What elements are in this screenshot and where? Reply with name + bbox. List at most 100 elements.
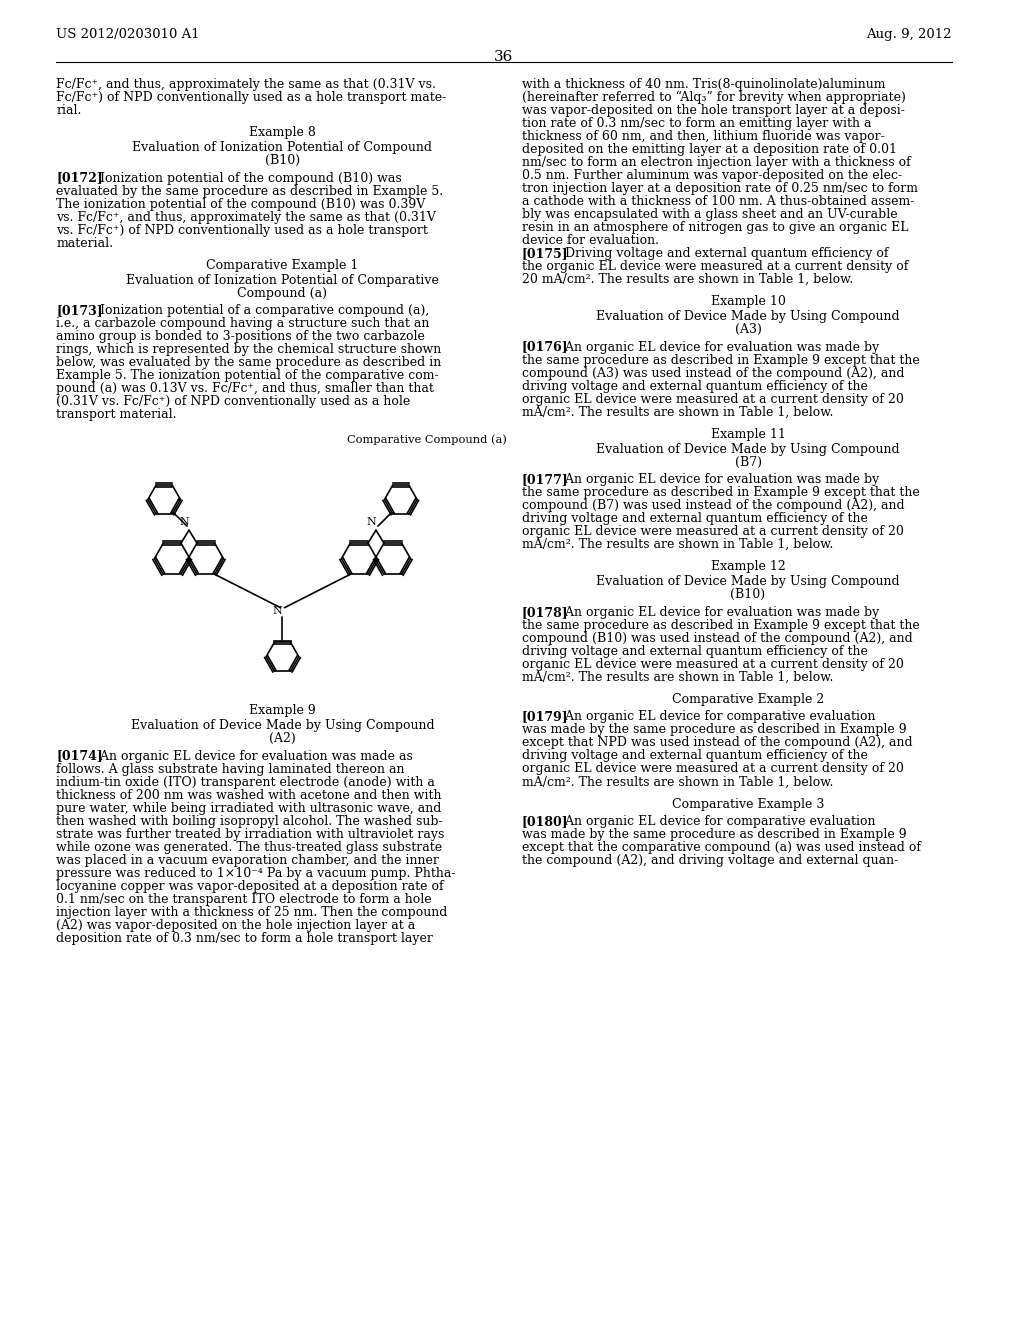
Text: [0173]: [0173] xyxy=(56,304,102,317)
Text: locyanine copper was vapor-deposited at a deposition rate of: locyanine copper was vapor-deposited at … xyxy=(56,879,443,892)
Text: An organic EL device for evaluation was made by: An organic EL device for evaluation was … xyxy=(557,341,880,354)
Text: Fc/Fc⁺) of NPD conventionally used as a hole transport mate-: Fc/Fc⁺) of NPD conventionally used as a … xyxy=(56,91,446,104)
Text: driving voltage and external quantum efficiency of the: driving voltage and external quantum eff… xyxy=(521,644,867,657)
Text: An organic EL device for evaluation was made by: An organic EL device for evaluation was … xyxy=(557,473,880,486)
Text: The ionization potential of the compound (B10) was 0.39V: The ionization potential of the compound… xyxy=(56,198,425,211)
Text: indium-tin oxide (ITO) transparent electrode (anode) with a: indium-tin oxide (ITO) transparent elect… xyxy=(56,776,435,788)
Text: then washed with boiling isopropyl alcohol. The washed sub-: then washed with boiling isopropyl alcoh… xyxy=(56,814,442,828)
Text: the compound (A2), and driving voltage and external quan-: the compound (A2), and driving voltage a… xyxy=(521,854,898,867)
Text: vs. Fc/Fc⁺) of NPD conventionally used as a hole transport: vs. Fc/Fc⁺) of NPD conventionally used a… xyxy=(56,223,428,236)
Text: (B10): (B10) xyxy=(265,154,300,168)
Text: pound (a) was 0.13V vs. Fc/Fc⁺, and thus, smaller than that: pound (a) was 0.13V vs. Fc/Fc⁺, and thus… xyxy=(56,383,434,395)
Text: vs. Fc/Fc⁺, and thus, approximately the same as that (0.31V: vs. Fc/Fc⁺, and thus, approximately the … xyxy=(56,211,436,223)
Text: Evaluation of Device Made by Using Compound: Evaluation of Device Made by Using Compo… xyxy=(596,442,900,455)
Text: while ozone was generated. The thus-treated glass substrate: while ozone was generated. The thus-trea… xyxy=(56,841,442,854)
Text: thickness of 200 nm was washed with acetone and then with: thickness of 200 nm was washed with acet… xyxy=(56,788,441,801)
Text: the organic EL device were measured at a current density of: the organic EL device were measured at a… xyxy=(521,260,908,273)
Text: Example 5. The ionization potential of the comparative com-: Example 5. The ionization potential of t… xyxy=(56,370,438,383)
Text: except that the comparative compound (a) was used instead of: except that the comparative compound (a)… xyxy=(521,841,921,854)
Text: Example 8: Example 8 xyxy=(249,127,316,139)
Text: Evaluation of Device Made by Using Compound: Evaluation of Device Made by Using Compo… xyxy=(596,576,900,589)
Text: the same procedure as described in Example 9 except that the: the same procedure as described in Examp… xyxy=(521,354,920,367)
Text: device for evaluation.: device for evaluation. xyxy=(521,234,658,247)
Text: Evaluation of Ionization Potential of Compound: Evaluation of Ionization Potential of Co… xyxy=(132,141,432,154)
Text: (hereinafter referred to “Alq₃” for brevity when appropriate): (hereinafter referred to “Alq₃” for brev… xyxy=(521,91,905,104)
Text: compound (B10) was used instead of the compound (A2), and: compound (B10) was used instead of the c… xyxy=(521,632,912,644)
Text: [0180]: [0180] xyxy=(521,814,568,828)
Text: follows. A glass substrate having laminated thereon an: follows. A glass substrate having lamina… xyxy=(56,763,404,776)
Text: organic EL device were measured at a current density of 20: organic EL device were measured at a cur… xyxy=(521,525,903,539)
Text: Evaluation of Device Made by Using Compound: Evaluation of Device Made by Using Compo… xyxy=(131,719,434,733)
Text: Example 12: Example 12 xyxy=(711,560,785,573)
Text: mA/cm². The results are shown in Table 1, below.: mA/cm². The results are shown in Table 1… xyxy=(521,671,833,684)
Text: tron injection layer at a deposition rate of 0.25 nm/sec to form: tron injection layer at a deposition rat… xyxy=(521,182,918,195)
Text: driving voltage and external quantum efficiency of the: driving voltage and external quantum eff… xyxy=(521,380,867,392)
Text: An organic EL device for evaluation was made by: An organic EL device for evaluation was … xyxy=(557,606,880,619)
Text: Comparative Example 2: Comparative Example 2 xyxy=(672,693,824,706)
Text: driving voltage and external quantum efficiency of the: driving voltage and external quantum eff… xyxy=(521,512,867,525)
Text: strate was further treated by irradiation with ultraviolet rays: strate was further treated by irradiatio… xyxy=(56,828,444,841)
Text: deposition rate of 0.3 nm/sec to form a hole transport layer: deposition rate of 0.3 nm/sec to form a … xyxy=(56,932,433,945)
Text: organic EL device were measured at a current density of 20: organic EL device were measured at a cur… xyxy=(521,392,903,405)
Text: compound (A3) was used instead of the compound (A2), and: compound (A3) was used instead of the co… xyxy=(521,367,904,380)
Text: deposited on the emitting layer at a deposition rate of 0.01: deposited on the emitting layer at a dep… xyxy=(521,143,897,156)
Text: the same procedure as described in Example 9 except that the: the same procedure as described in Examp… xyxy=(521,619,920,632)
Text: rings, which is represented by the chemical structure shown: rings, which is represented by the chemi… xyxy=(56,343,441,356)
Text: 0.1 nm/sec on the transparent ITO electrode to form a hole: 0.1 nm/sec on the transparent ITO electr… xyxy=(56,892,432,906)
Text: Evaluation of Device Made by Using Compound: Evaluation of Device Made by Using Compo… xyxy=(596,310,900,323)
Text: Comparative Compound (a): Comparative Compound (a) xyxy=(347,434,507,445)
Text: except that NPD was used instead of the compound (A2), and: except that NPD was used instead of the … xyxy=(521,737,912,750)
Text: tion rate of 0.3 nm/sec to form an emitting layer with a: tion rate of 0.3 nm/sec to form an emitt… xyxy=(521,117,871,129)
Text: below, was evaluated by the same procedure as described in: below, was evaluated by the same procedu… xyxy=(56,356,441,370)
Text: transport material.: transport material. xyxy=(56,408,176,421)
Text: Fc/Fc⁺, and thus, approximately the same as that (0.31V vs.: Fc/Fc⁺, and thus, approximately the same… xyxy=(56,78,436,91)
Text: Ionization potential of a comparative compound (a),: Ionization potential of a comparative co… xyxy=(92,304,429,317)
Text: [0176]: [0176] xyxy=(521,341,568,354)
Text: An organic EL device for evaluation was made as: An organic EL device for evaluation was … xyxy=(92,750,413,763)
Text: mA/cm². The results are shown in Table 1, below.: mA/cm². The results are shown in Table 1… xyxy=(521,539,833,552)
Text: Compound (a): Compound (a) xyxy=(238,286,328,300)
Text: (A2) was vapor-deposited on the hole injection layer at a: (A2) was vapor-deposited on the hole inj… xyxy=(56,919,416,932)
Text: a cathode with a thickness of 100 nm. A thus-obtained assem-: a cathode with a thickness of 100 nm. A … xyxy=(521,195,914,209)
Text: material.: material. xyxy=(56,236,113,249)
Text: An organic EL device for comparative evaluation: An organic EL device for comparative eva… xyxy=(557,814,876,828)
Text: Ionization potential of the compound (B10) was: Ionization potential of the compound (B1… xyxy=(92,172,401,185)
Text: Example 10: Example 10 xyxy=(711,296,785,308)
Text: 0.5 nm. Further aluminum was vapor-deposited on the elec-: 0.5 nm. Further aluminum was vapor-depos… xyxy=(521,169,902,182)
Text: was made by the same procedure as described in Example 9: was made by the same procedure as descri… xyxy=(521,828,906,841)
Text: Aug. 9, 2012: Aug. 9, 2012 xyxy=(866,28,951,41)
Text: driving voltage and external quantum efficiency of the: driving voltage and external quantum eff… xyxy=(521,750,867,763)
Text: US 2012/0203010 A1: US 2012/0203010 A1 xyxy=(56,28,200,41)
Text: was made by the same procedure as described in Example 9: was made by the same procedure as descri… xyxy=(521,723,906,737)
Text: evaluated by the same procedure as described in Example 5.: evaluated by the same procedure as descr… xyxy=(56,185,443,198)
Text: the same procedure as described in Example 9 except that the: the same procedure as described in Examp… xyxy=(521,486,920,499)
Text: (B10): (B10) xyxy=(730,589,766,601)
Text: i.e., a carbazole compound having a structure such that an: i.e., a carbazole compound having a stru… xyxy=(56,317,429,330)
Text: N: N xyxy=(367,517,376,527)
Text: pure water, while being irradiated with ultrasonic wave, and: pure water, while being irradiated with … xyxy=(56,801,441,814)
Text: organic EL device were measured at a current density of 20: organic EL device were measured at a cur… xyxy=(521,763,903,775)
Text: nm/sec to form an electron injection layer with a thickness of: nm/sec to form an electron injection lay… xyxy=(521,156,910,169)
Text: 36: 36 xyxy=(495,50,514,63)
Text: [0172]: [0172] xyxy=(56,172,102,185)
Text: (B7): (B7) xyxy=(734,455,762,469)
Text: with a thickness of 40 nm. Tris(8-quinolinolate)aluminum: with a thickness of 40 nm. Tris(8-quinol… xyxy=(521,78,885,91)
Text: [0174]: [0174] xyxy=(56,750,102,763)
Text: N: N xyxy=(179,517,188,527)
Text: was vapor-deposited on the hole transport layer at a deposi-: was vapor-deposited on the hole transpor… xyxy=(521,104,904,117)
Text: An organic EL device for comparative evaluation: An organic EL device for comparative eva… xyxy=(557,710,876,723)
Text: [0175]: [0175] xyxy=(521,247,568,260)
Text: amino group is bonded to 3-positions of the two carbazole: amino group is bonded to 3-positions of … xyxy=(56,330,425,343)
Text: was placed in a vacuum evaporation chamber, and the inner: was placed in a vacuum evaporation chamb… xyxy=(56,854,439,867)
Text: bly was encapsulated with a glass sheet and an UV-curable: bly was encapsulated with a glass sheet … xyxy=(521,209,897,220)
Text: pressure was reduced to 1×10⁻⁴ Pa by a vacuum pump. Phtha-: pressure was reduced to 1×10⁻⁴ Pa by a v… xyxy=(56,867,456,879)
Text: Evaluation of Ionization Potential of Comparative: Evaluation of Ionization Potential of Co… xyxy=(126,273,439,286)
Text: [0179]: [0179] xyxy=(521,710,568,723)
Text: resin in an atmosphere of nitrogen gas to give an organic EL: resin in an atmosphere of nitrogen gas t… xyxy=(521,220,908,234)
Text: [0177]: [0177] xyxy=(521,473,568,486)
Text: mA/cm². The results are shown in Table 1, below.: mA/cm². The results are shown in Table 1… xyxy=(521,405,833,418)
Text: injection layer with a thickness of 25 nm. Then the compound: injection layer with a thickness of 25 n… xyxy=(56,906,447,919)
Text: Example 9: Example 9 xyxy=(249,704,315,717)
Text: Comparative Example 3: Comparative Example 3 xyxy=(672,797,824,810)
Text: (A3): (A3) xyxy=(734,323,762,337)
